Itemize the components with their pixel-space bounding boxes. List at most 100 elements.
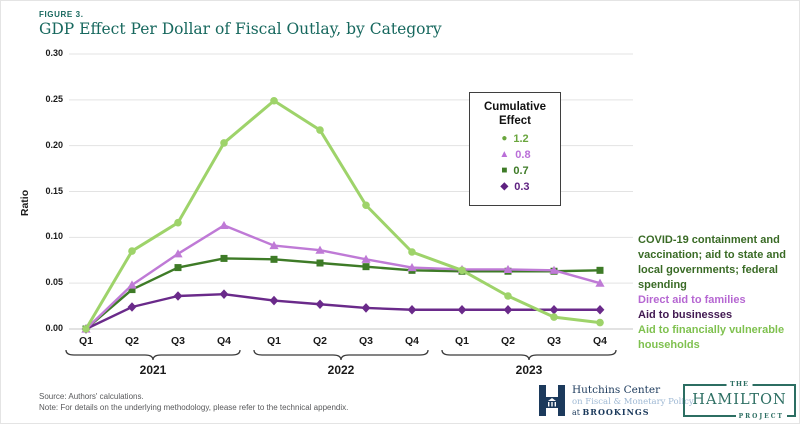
legend-entry: ■ 0.7 [474,165,556,177]
hutchins-h-icon [539,385,565,416]
x-tick-label: Q1 [78,335,93,347]
series-point [269,240,279,250]
series-point [173,291,183,301]
category-labels: COVID-19 containment and vaccination; ai… [638,233,798,353]
series-point [315,299,325,310]
x-tick-label: Q4 [216,335,231,347]
triangle-marker-icon: ▲ [499,149,510,160]
series-point [595,304,605,315]
series-point [503,304,513,315]
hamilton-project-logo: THE HAMILTON PROJECT [683,380,796,420]
hutchins-name: Hutchins Center [572,384,661,396]
x-tick-label: Q4 [404,335,419,347]
series-point [219,289,229,299]
year-label: 2022 [327,363,355,377]
series-point [457,304,467,315]
series-point [362,201,370,210]
series-line-3 [85,292,600,331]
legend-value: 0.7 [513,165,529,177]
legend-value: 0.3 [514,181,530,193]
legend-entry: ● 1.2 [474,133,556,145]
hamilton-the: THE [726,380,753,388]
x-tick-label: Q2 [500,335,515,347]
year-brace [65,349,241,361]
series-point [315,245,325,254]
series-point [127,302,137,312]
y-tick-label: 0.25 [45,93,63,104]
series-point [596,266,604,274]
year-label: 2021 [139,363,167,377]
series-point [550,313,558,321]
hutchins-brookings-line: at BROOKINGS [572,408,694,417]
series-point [128,247,136,255]
x-tick-label: Q1 [266,335,281,347]
series-point [361,303,371,313]
legend-title: Cumulative Effect [484,101,546,127]
series-point [503,264,513,274]
legend-entry: ◆ 0.3 [474,181,556,193]
series-point [270,255,278,263]
x-tick-label: Q3 [170,335,185,347]
y-tick-label: 0.30 [45,48,63,58]
year-brace [253,349,429,361]
series-point [220,139,228,147]
series-point [269,295,279,306]
year-label: 2023 [515,363,543,377]
y-tick-label: 0.20 [45,139,63,150]
hutchins-at: at [572,408,583,417]
series-point [504,292,512,300]
legend-entries: ● 1.2 ▲ 0.8 ■ 0.7 ◆ 0.3 [474,133,556,193]
y-tick-label: 0.10 [45,231,63,242]
square-marker-icon: ■ [501,165,508,176]
category-label: Aid to financially vulnerable households [638,324,785,351]
legend-value: 1.2 [513,133,529,145]
series-point [270,96,278,105]
circle-marker-icon: ● [501,133,508,144]
diamond-marker-icon: ◆ [500,181,509,192]
x-tick-label: Q4 [592,335,607,347]
series-point [407,262,417,272]
x-tick-label: Q2 [312,335,327,347]
hutchins-subtitle: on Fiscal & Monetary Policy [572,396,694,407]
series-point [549,265,559,274]
series-point [316,126,324,134]
series-point [316,259,324,267]
legend-entry: ▲ 0.8 [474,149,556,161]
series-point [362,263,370,271]
series-point [408,248,416,256]
hamilton-wordmark: HAMILTON [692,392,787,408]
legend-value: 0.8 [515,149,531,161]
hamilton-project-word: PROJECT [735,413,787,420]
series-point [595,278,605,287]
brookings-wordmark: BROOKINGS [582,407,650,417]
y-tick-label: 0.00 [45,323,63,333]
category-label: Direct aid to families [638,294,746,306]
y-axis-title: Ratio [19,189,31,217]
series-line-1 [85,224,601,330]
page-title: GDP Effect Per Dollar of Fiscal Outlay, … [39,20,442,38]
footer-methodology-note: Note: For details on the underlying meth… [39,403,349,412]
hutchins-logo-text: Hutchins Center on Fiscal & Monetary Pol… [572,385,694,417]
series-point [549,304,559,315]
category-label: Aid to businesses [638,309,733,321]
y-tick-label: 0.15 [45,185,63,196]
x-tick-label: Q3 [546,335,561,347]
series-point [219,220,229,230]
hutchins-center-logo: Hutchins Center on Fiscal & Monetary Pol… [539,385,694,417]
x-tick-label: Q2 [124,335,139,347]
series-point [174,218,182,227]
x-tick-label: Q1 [454,335,469,347]
category-label: COVID-19 containment and vaccination; ai… [638,234,786,291]
year-brace [441,349,617,361]
figure-label: FIGURE 3. [39,10,84,19]
footer-source-note: Source: Authors' calculations. [39,392,144,401]
series-point [361,254,371,263]
series-line-2 [85,257,601,330]
series-point [596,318,604,327]
x-tick-label: Q3 [358,335,373,347]
series-point [127,280,137,289]
series-point [173,249,183,258]
series-point [128,286,136,294]
